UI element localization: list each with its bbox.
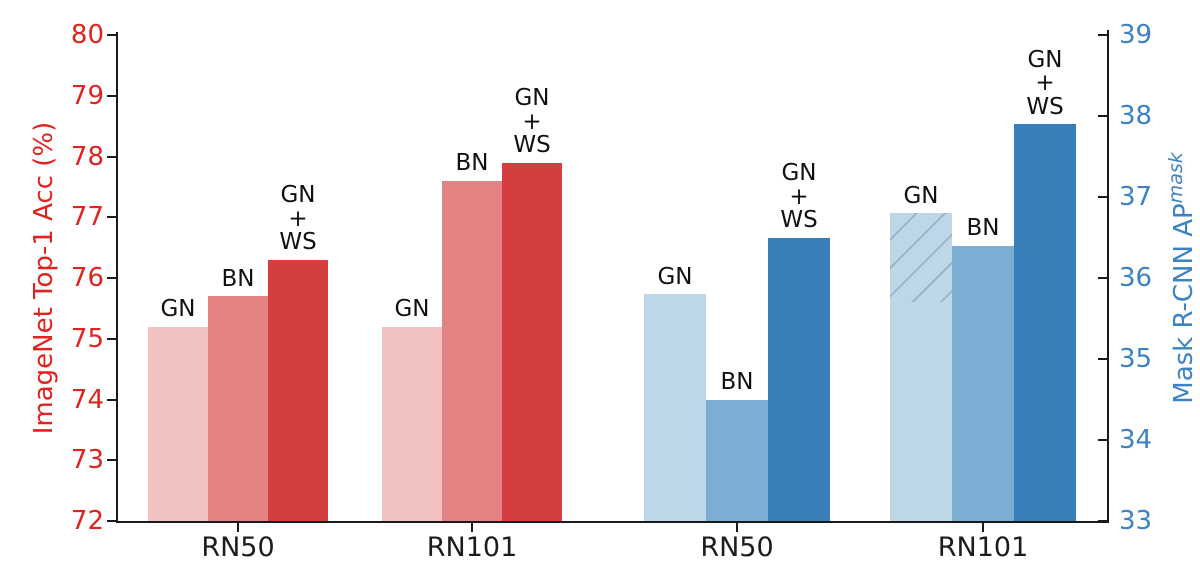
- bar-rn101-GN: [890, 213, 952, 521]
- left-axis-tick: [107, 277, 116, 279]
- bar-value-label: GN: [160, 296, 196, 323]
- bar-value-label: BN: [221, 265, 255, 292]
- right-axis-tick: [1098, 34, 1107, 36]
- left-axis-tick: [107, 155, 116, 158]
- x-axis-spine: [116, 521, 1109, 523]
- right-axis-tick: [1098, 520, 1107, 522]
- left-axis-tick: [107, 459, 116, 462]
- right-axis-tick: [1098, 115, 1107, 117]
- bar-value-label: BN: [720, 369, 754, 396]
- plot-area: GN BN GN + WS GN BN GN + WS GN BN GN + WS GN BN GN …: [118, 35, 1107, 521]
- left-axis-tick: [107, 520, 116, 522]
- right-axis-tick-label: 39: [1119, 20, 1153, 50]
- right-axis-title-text: Mask R-CNN AP: [1168, 203, 1199, 404]
- x-axis-tick: [471, 523, 473, 532]
- bar-value-label: GN: [394, 296, 430, 323]
- bar-rn101-BN: [952, 245, 1014, 521]
- right-axis-tick: [1098, 439, 1107, 441]
- bar-rn50-BN: [706, 399, 768, 521]
- bar-value-label: GN: [903, 182, 939, 209]
- bar-value-label: GN + WS: [780, 160, 818, 234]
- left-axis-tick: [107, 94, 116, 97]
- bar-rn101-BN: [442, 180, 502, 521]
- bar-rn50-GN: [644, 294, 706, 521]
- bar-value-label: BN: [966, 215, 1000, 242]
- bar-value-label: GN: [657, 263, 693, 290]
- right-axis-tick: [1098, 358, 1107, 360]
- left-axis-tick-label: 80: [70, 20, 104, 50]
- left-axis-tick-label: 73: [70, 445, 104, 476]
- bar-rn101-GN+WS: [1014, 124, 1076, 521]
- right-axis-spine: [1107, 30, 1109, 523]
- left-axis-tick-label: 79: [70, 80, 104, 111]
- left-axis-tick-label: 78: [70, 141, 104, 172]
- left-axis-spine: [116, 32, 118, 523]
- x-axis-tick: [736, 523, 738, 532]
- left-axis-tick-label: 72: [70, 506, 104, 536]
- right-axis-tick-label: 38: [1119, 101, 1153, 131]
- left-axis-tick: [107, 34, 116, 36]
- right-axis-tick: [1098, 196, 1107, 198]
- bar-rn101-GN+WS: [502, 162, 562, 521]
- left-axis-tick-label: 77: [70, 202, 104, 233]
- right-axis-tick: [1098, 277, 1107, 279]
- x-axis-category-label: RN101: [426, 532, 518, 563]
- right-axis-tick-label: 34: [1119, 425, 1153, 455]
- x-axis-category-label: RN50: [700, 532, 774, 563]
- x-axis-category-label: RN101: [937, 532, 1029, 563]
- x-axis-category-label: RN50: [201, 532, 275, 563]
- x-axis-tick: [237, 523, 239, 532]
- right-axis-tick-label: 35: [1119, 344, 1153, 374]
- bar-rn50-BN: [208, 296, 268, 521]
- left-axis-tick-label: 76: [70, 263, 104, 293]
- left-axis-tick: [107, 216, 116, 219]
- bar-rn50-GN: [148, 326, 208, 521]
- left-axis-tick: [107, 337, 116, 340]
- bar-rn50-GN+WS: [268, 259, 328, 521]
- bar-rn50-GN+WS: [768, 237, 830, 521]
- x-axis-tick: [982, 523, 984, 532]
- left-axis-tick: [107, 398, 116, 401]
- bar-value-label: GN + WS: [513, 85, 551, 159]
- right-axis-tick-label: 33: [1119, 506, 1153, 536]
- left-axis-tick-label: 74: [70, 384, 104, 415]
- bar-hatch-overlay: [890, 213, 952, 303]
- right-axis-tick-label: 37: [1119, 182, 1153, 212]
- right-axis-tick-label: 36: [1119, 263, 1153, 293]
- bar-value-label: GN + WS: [1026, 46, 1064, 120]
- left-axis-tick-label: 75: [70, 323, 104, 354]
- bar-rn101-GN: [382, 326, 442, 521]
- bar-value-label: BN: [455, 150, 489, 177]
- bar-value-label: GN + WS: [279, 182, 317, 256]
